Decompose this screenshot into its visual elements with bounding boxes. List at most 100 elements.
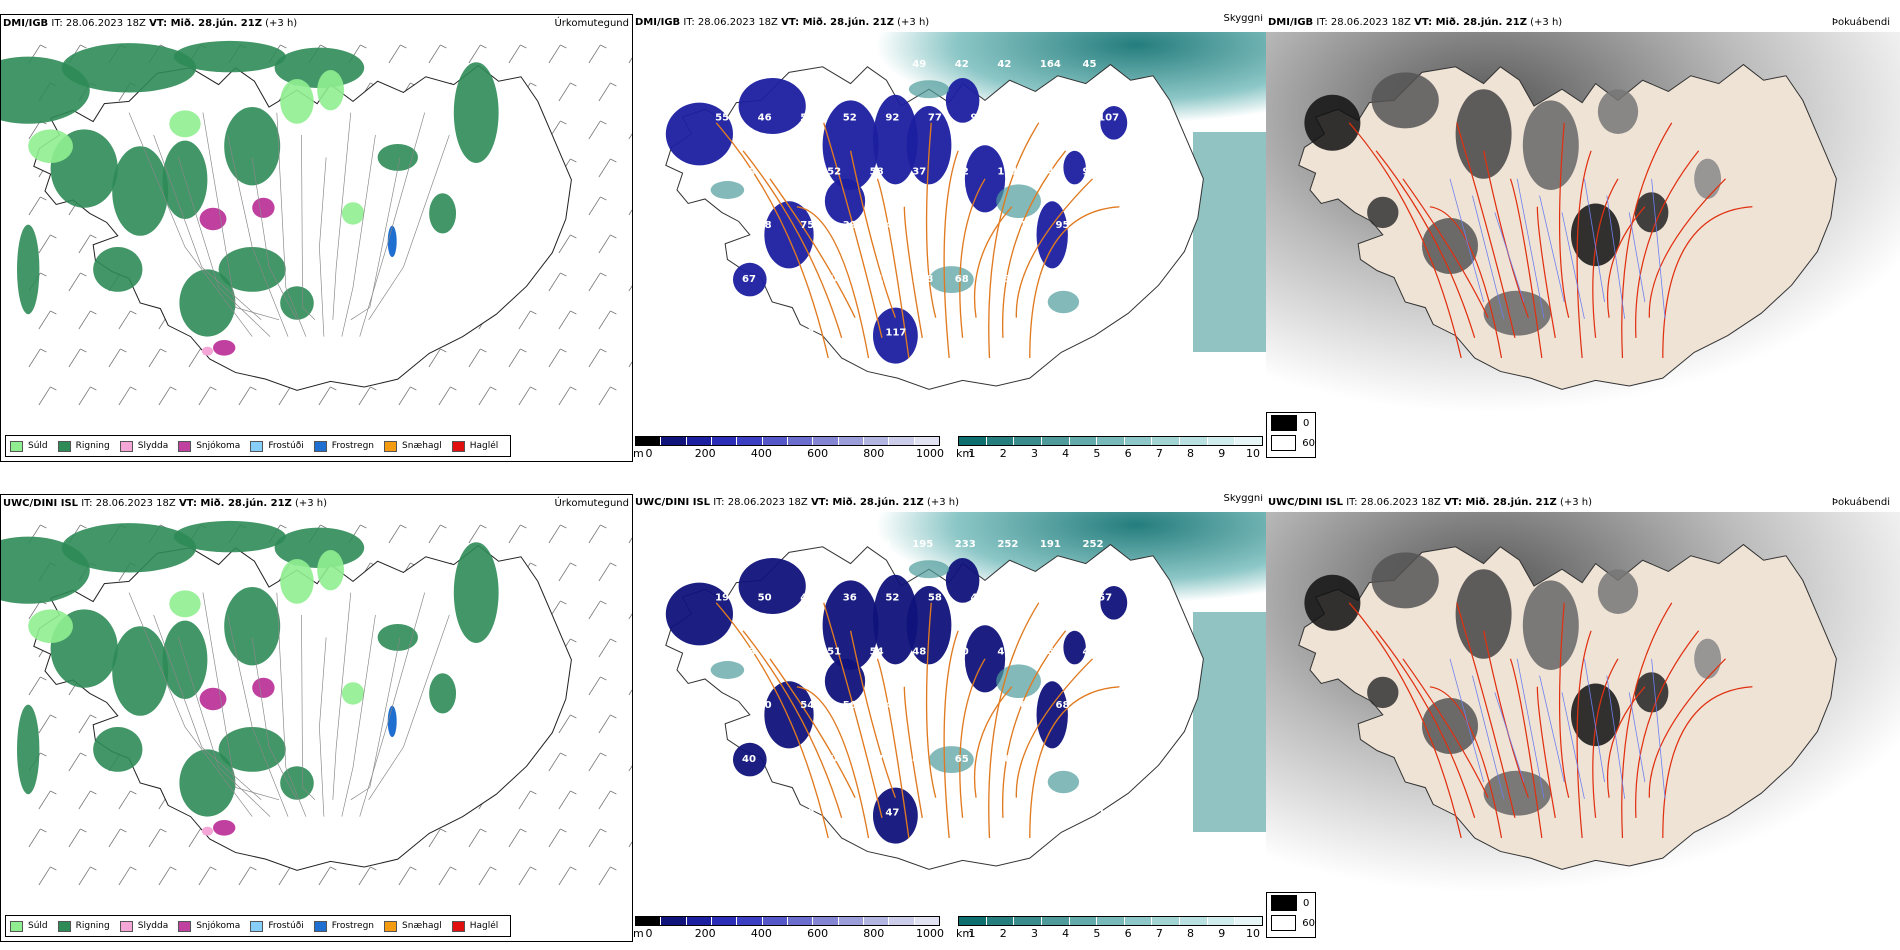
cloud-base-label: 47 (970, 593, 984, 604)
model-name: UWC/DINI ISL (1268, 497, 1344, 508)
legend-label: Frostúði (268, 441, 304, 451)
cloud-base-label: 33 (742, 646, 756, 657)
legend-item: Snæhagl (384, 920, 442, 932)
fog-legend-swatch (1271, 915, 1297, 931)
panel-header: DMI/IGB IT: 28.06.2023 18Z VT: Mið. 28.j… (633, 14, 1266, 32)
cloud-base-label: 91 (699, 59, 713, 70)
cloud-base-label: 47 (885, 808, 899, 819)
height-colorbar: m 0 200 400 600 800 1000 (633, 916, 944, 940)
init-time: IT: 28.06.2023 18Z (81, 498, 176, 509)
cloud-base-label: 117 (885, 328, 906, 339)
colorbar-tick: 6 (1124, 927, 1132, 940)
cloud-base-label: 58 (928, 593, 942, 604)
cloud-base-label: 252 (997, 539, 1018, 550)
legend-swatch (250, 920, 264, 932)
valid-time: VT: Mið. 28.jún. 21Z (1414, 17, 1527, 28)
legend-swatch (250, 440, 264, 452)
panel-title: Þokuábendi (1831, 497, 1890, 508)
legend-swatch (313, 440, 327, 452)
colorbar-tick: 7 (1155, 447, 1163, 460)
cloud-base-label: 54 (800, 700, 814, 711)
cloud-base-label: 65 (955, 754, 969, 765)
legend-label: Frostúði (268, 921, 304, 931)
colorbar-swatch (863, 917, 890, 925)
colorbar-swatch (686, 437, 712, 445)
colorbar-tick: 1 (968, 927, 976, 940)
fog-map (1266, 512, 1900, 912)
cloud-base-label: 52 (827, 166, 841, 177)
cloud-base-label: 55 (715, 113, 729, 124)
colorbar-tick: 800 (863, 927, 885, 940)
cloud-base-label: 40 (758, 328, 772, 339)
cloud-base-label: 94 (827, 59, 841, 70)
fog-panel-row2: UWC/DINI ISL IT: 28.06.2023 18Z VT: Mið.… (1266, 494, 1900, 942)
colorbar-swatch (1124, 437, 1153, 445)
cloud-map: 299 269 44 161 203 195 233 252 191 252 194 50 41 36 52… (633, 512, 1266, 912)
cloud-base-label: 49 (785, 646, 799, 657)
cloud-base-label: 53 (800, 113, 814, 124)
colorbar-tick: 2 (999, 447, 1007, 460)
cloud-base-label: 44 (827, 274, 841, 285)
colorbar-swatch (1207, 917, 1236, 925)
colorbar-tick: 9 (1218, 447, 1226, 460)
cloud-base-label: 233 (955, 539, 976, 550)
cloud-base-label: 88 (758, 220, 772, 231)
panel-title: Þokuábendi (1831, 17, 1890, 28)
legend-item: Frostúði (250, 440, 304, 452)
colorbar-swatch (1124, 917, 1153, 925)
cloud-base-label: 48 (912, 646, 926, 657)
cloud-base-label: 57 (1098, 593, 1112, 604)
colorbar-tick: 200 (694, 927, 716, 940)
colorbar-tick: 600 (807, 927, 829, 940)
cloud-base-label: 41 (800, 593, 814, 604)
colorbar-swatch (1180, 917, 1208, 925)
cloud-base-label: 48 (1056, 113, 1070, 124)
cloud-base-label: 68 (955, 274, 969, 285)
colorbar-tick: 400 (750, 927, 772, 940)
cloud-base-label: 58 (870, 166, 884, 177)
cloud-base-label: 150 (1098, 808, 1119, 819)
cloud-base-label: 52 (843, 113, 857, 124)
legend-swatch (10, 440, 23, 452)
panel-header: UWC/DINI ISL IT: 28.06.2023 18Z VT: Mið.… (633, 494, 1266, 512)
cloud-base-label: 51 (827, 646, 841, 657)
panel-header: UWC/DINI ISL IT: 28.06.2023 18Z VT: Mið.… (1, 495, 632, 513)
colorbar-tick: 4 (1062, 447, 1070, 460)
colorbar-swatch (762, 917, 788, 925)
precip-legend: Súld Rigning Slydda Snjókoma Frostúði Frostre… (5, 435, 512, 457)
legend-item: Frostúði (250, 920, 304, 932)
precip-map (1, 520, 632, 886)
colorbar-swatch (1041, 917, 1070, 925)
cloud-base-label: 77 (928, 113, 942, 124)
cloud-base-label: 73 (997, 274, 1011, 285)
cloud-base-label: 56 (1013, 700, 1027, 711)
cloud-base-label: 43 (885, 700, 899, 711)
cloud-base-label: 67 (758, 808, 772, 819)
cloud-base-label: 41 (885, 220, 899, 231)
cloud-base-label: 44 (785, 166, 799, 177)
legend-item: Slydda (119, 440, 168, 452)
colorbar-swatch (1235, 437, 1263, 445)
precip-panel-row1: DMI/IGB IT: 28.06.2023 18Z VT: Mið. 28.j… (0, 14, 633, 462)
colorbar-unit: km (956, 927, 974, 940)
cloud-base-label: 45 (1082, 59, 1096, 70)
colorbar-swatches (635, 916, 940, 926)
legend-swatch (178, 440, 192, 452)
cloud-base-label: 73 (970, 220, 984, 231)
cloud-base-label: 37 (912, 166, 926, 177)
cloud-base-label: 226 (1098, 220, 1119, 231)
cloud-base-label: 195 (699, 754, 720, 765)
cloud-base-label: 50 (758, 593, 772, 604)
colorbar-swatch (737, 437, 763, 445)
cloud-base-label: 79 (800, 808, 814, 819)
colorbar-swatches (635, 436, 940, 446)
fog-panel-row1: DMI/IGB IT: 28.06.2023 18Z VT: Mið. 28.j… (1266, 14, 1900, 462)
colorbar-unit: m (633, 927, 644, 940)
colorbar-tick: 0 (645, 927, 653, 940)
colorbar-tick: 1000 (916, 447, 944, 460)
colorbar-tick: 6 (1124, 447, 1132, 460)
fog-legend-swatch (1271, 895, 1297, 911)
colorbar-swatch (1069, 437, 1098, 445)
precip-map (1, 40, 632, 406)
cloud-base-label: 41 (997, 646, 1011, 657)
